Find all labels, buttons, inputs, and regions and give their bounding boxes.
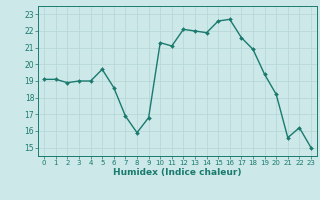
X-axis label: Humidex (Indice chaleur): Humidex (Indice chaleur) — [113, 168, 242, 177]
